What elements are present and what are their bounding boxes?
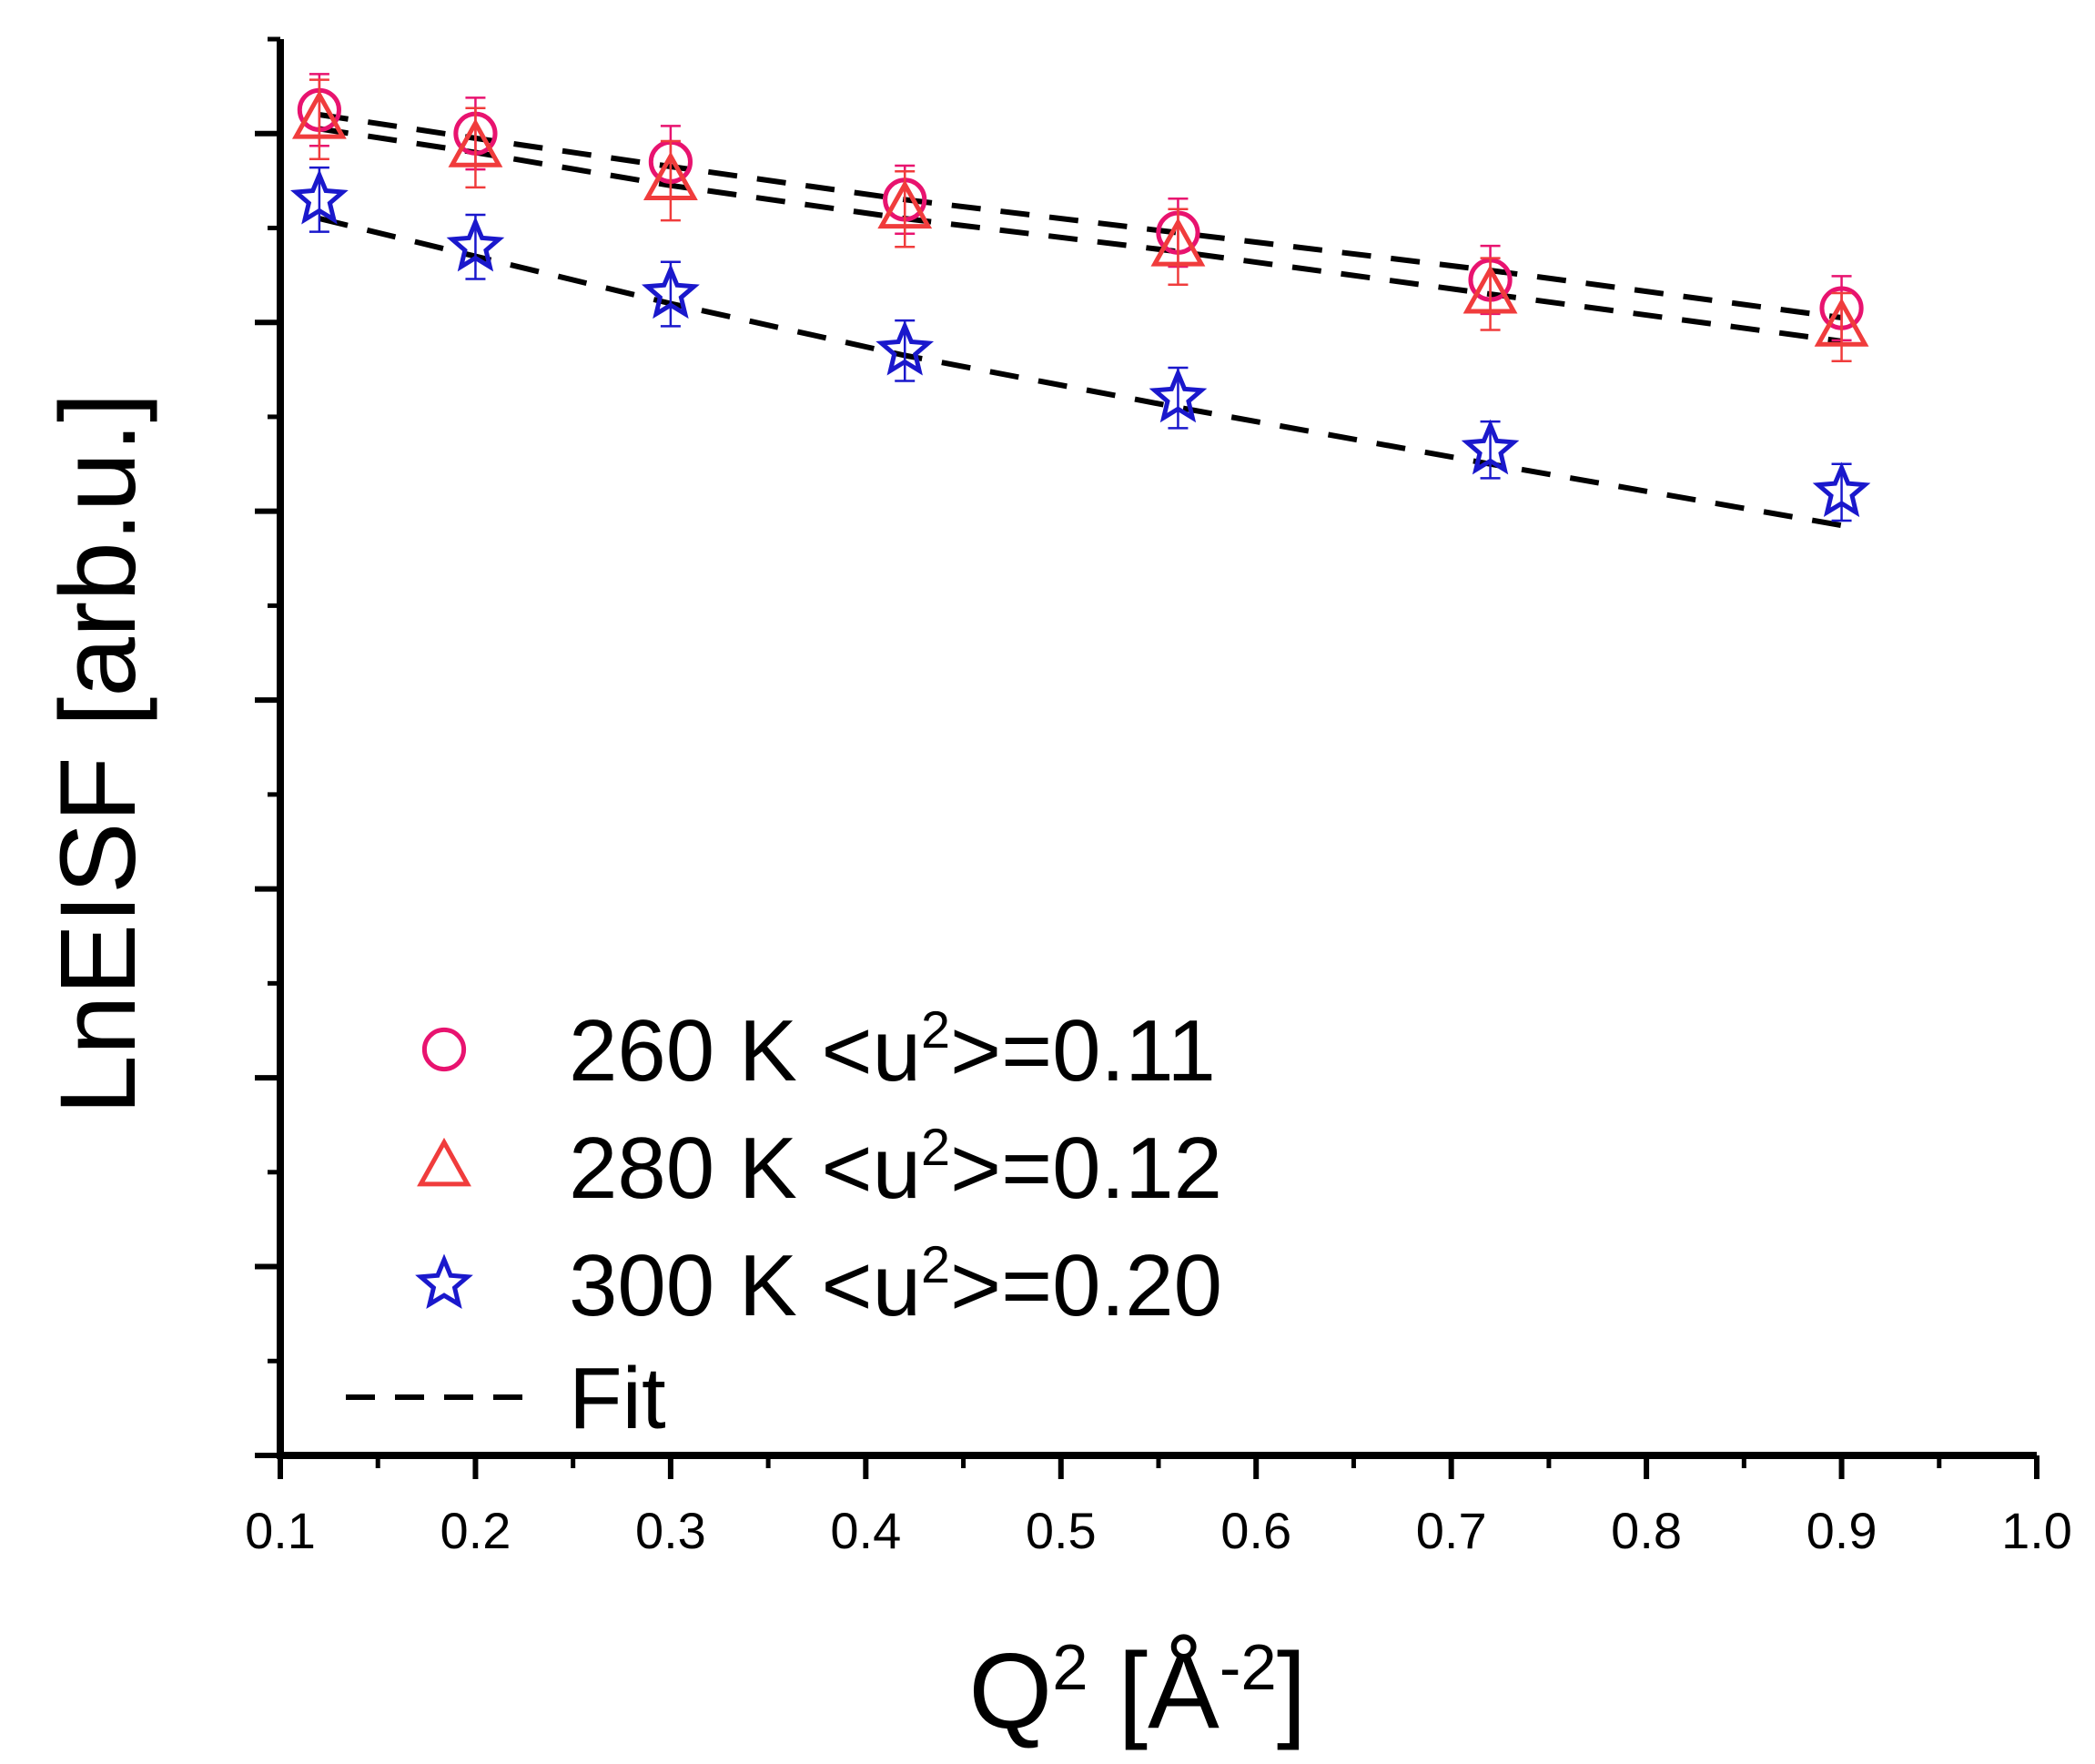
data-point-triangle — [1462, 264, 1518, 314]
legend-entry-260-K: 260 K <u2>=0.11 — [421, 1001, 1216, 1100]
legend-label: 300 K <u2>=0.20 — [569, 1236, 1222, 1334]
data-point-star — [1812, 461, 1871, 518]
legend-fit: Fit — [346, 1350, 666, 1447]
data-point-star — [1149, 367, 1208, 423]
legend-marker-circle — [421, 1027, 467, 1072]
fit-line-300-K — [319, 216, 1843, 529]
x-tick-label: 0.3 — [635, 1502, 706, 1559]
legend-label: 260 K <u2>=0.11 — [569, 1001, 1216, 1100]
data-point-star — [875, 319, 935, 376]
data-point-triangle — [1814, 298, 1869, 347]
x-tick-label: 0.8 — [1611, 1502, 1682, 1559]
x-axis-title: Q2 [Å-2] — [968, 1631, 1306, 1751]
data-point-star — [446, 216, 505, 272]
legend: 260 K <u2>=0.11 280 K <u2>=0.12 300 K <u2>… — [415, 1001, 1222, 1334]
y-ticks — [255, 36, 280, 1458]
x-tick-label: 0.4 — [830, 1502, 901, 1559]
fit-line-280-K — [319, 126, 1842, 344]
data-point-triangle — [877, 179, 933, 229]
legend-marker-star — [415, 1253, 473, 1310]
x-tick-label: 1.0 — [2001, 1502, 2072, 1559]
legend-entry-280-K: 280 K <u2>=0.12 — [417, 1119, 1222, 1217]
x-tick-label: 0.5 — [1026, 1502, 1097, 1559]
x-ticks: 0.1 0.2 0.3 0.4 0.5 0.6 0.7 0.8 0.9 1.0 — [245, 1455, 2072, 1559]
plot-marks — [290, 73, 1871, 529]
legend-label: 280 K <u2>=0.12 — [569, 1119, 1222, 1217]
legend-marker-triangle — [417, 1137, 471, 1187]
data-point-star — [641, 263, 700, 319]
legend-fit-label: Fit — [569, 1350, 666, 1447]
x-tick-label: 0.9 — [1807, 1502, 1877, 1559]
x-tick-label: 0.2 — [440, 1502, 511, 1559]
data-point-triangle — [448, 118, 503, 167]
legend-entry-300-K: 300 K <u2>=0.20 — [415, 1236, 1222, 1334]
data-point-triangle — [643, 151, 698, 200]
data-point-triangle — [1150, 218, 1206, 267]
x-tick-label: 0.6 — [1220, 1502, 1291, 1559]
data-point-star — [1461, 419, 1520, 475]
data-point-star — [290, 168, 349, 225]
data-point-triangle — [291, 90, 347, 139]
x-tick-label: 0.7 — [1416, 1502, 1487, 1559]
y-axis-title: LnEISF [arb.u.] — [38, 392, 158, 1115]
fit-line-260-K — [319, 112, 1842, 320]
x-tick-label: 0.1 — [245, 1502, 316, 1559]
